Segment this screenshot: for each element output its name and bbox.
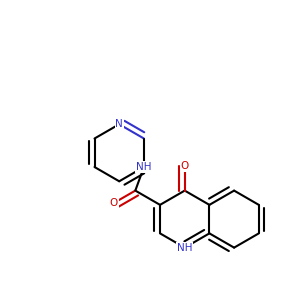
Text: N: N xyxy=(115,119,123,129)
Text: O: O xyxy=(181,161,189,171)
Text: NH: NH xyxy=(136,162,152,172)
Text: O: O xyxy=(110,198,118,208)
Text: NH: NH xyxy=(177,243,193,253)
